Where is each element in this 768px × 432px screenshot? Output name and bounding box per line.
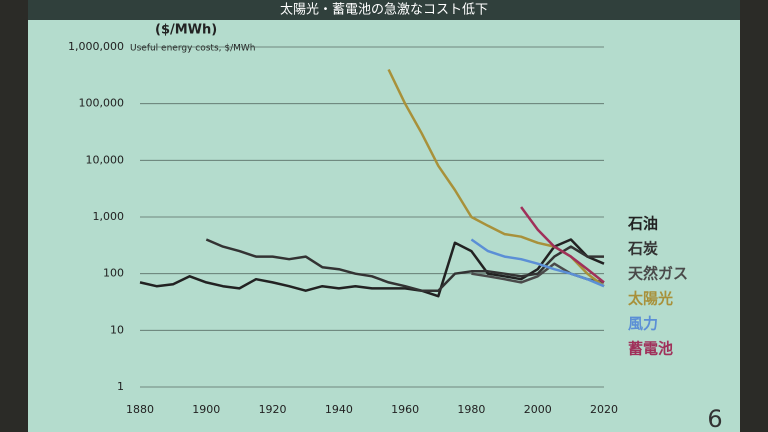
chart-title: 太陽光・蓄電池の急激なコスト低下	[280, 3, 488, 18]
y-tick-label: 1,000	[93, 210, 125, 223]
page-number: 6	[707, 405, 722, 432]
legend-entry: 天然ガス	[628, 265, 688, 283]
legend-entry: 石油	[627, 215, 658, 233]
y-tick-label: 1,000,000	[68, 40, 124, 53]
series-line	[205, 238, 604, 292]
title-bar	[28, 0, 740, 20]
subtitle: Useful energy costs, $/MWh	[130, 44, 255, 54]
series-line	[470, 238, 605, 288]
y-tick-label: 10	[110, 323, 124, 336]
legend-entry: 蓄電池	[628, 340, 673, 358]
legend-entry: 石炭	[627, 240, 658, 258]
slide	[28, 0, 740, 432]
x-tick-label: 2020	[590, 403, 618, 416]
series-line	[520, 206, 605, 284]
y-tick-label: 1	[117, 380, 124, 393]
x-tick-label: 1880	[126, 403, 154, 416]
legend-entry: 風力	[628, 315, 658, 333]
y-tick-label: 100	[103, 267, 124, 280]
x-tick-label: 1980	[457, 403, 485, 416]
x-tick-label: 1900	[192, 403, 220, 416]
y-tick-label: 100,000	[79, 97, 125, 110]
y-tick-label: 10,000	[86, 153, 125, 166]
x-tick-label: 2000	[524, 403, 552, 416]
x-tick-label: 1940	[325, 403, 353, 416]
x-tick-label: 1920	[259, 403, 287, 416]
y-unit: ($/MWh)	[155, 23, 217, 38]
legend-entry: 太陽光	[628, 290, 673, 308]
x-tick-label: 1960	[391, 403, 419, 416]
